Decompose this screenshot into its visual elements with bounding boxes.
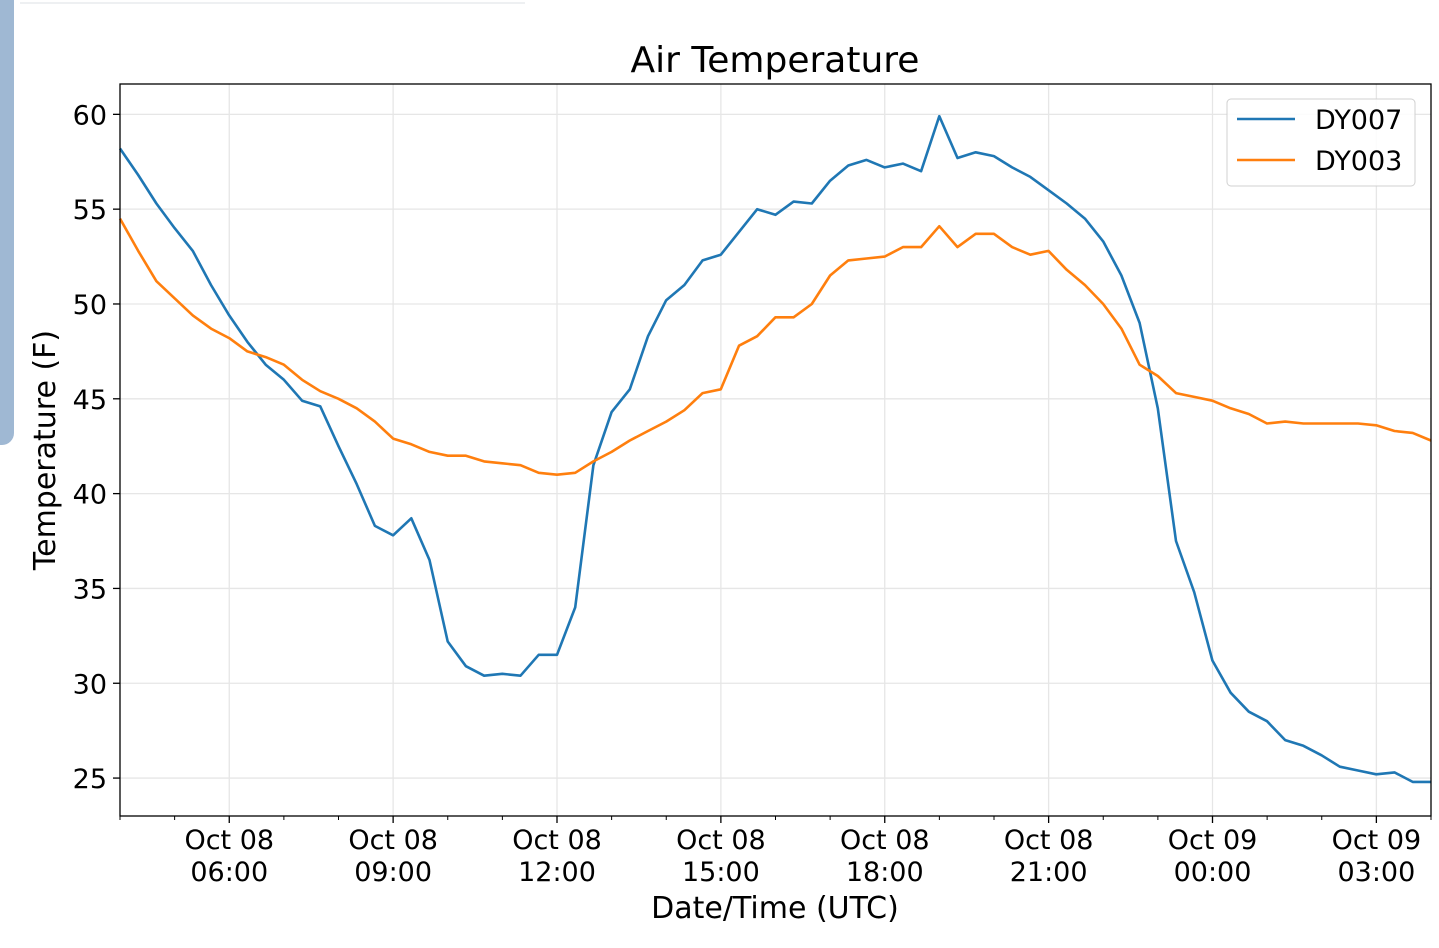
x-tick-label-time: 06:00 — [190, 857, 268, 888]
y-tick-label: 40 — [73, 480, 107, 511]
x-tick-label-date: Oct 08 — [348, 825, 438, 856]
x-tick-label-time: 12:00 — [518, 857, 596, 888]
y-tick-label: 35 — [73, 574, 107, 605]
legend-box — [1226, 98, 1416, 187]
x-axis-label: Date/Time (UTC) — [651, 891, 899, 926]
series-line-dy007 — [118, 114, 1431, 784]
chart-title: Air Temperature — [631, 40, 920, 81]
series-line-dy003 — [118, 217, 1432, 477]
x-tick-label-time: 21:00 — [1010, 857, 1088, 888]
x-tick-label-time: 09:00 — [354, 857, 432, 888]
x-tick-label-time: 03:00 — [1337, 857, 1415, 888]
x-tick-label-date: Oct 08 — [840, 825, 930, 856]
y-tick-label: 25 — [73, 764, 107, 795]
x-tick-label-time: 00:00 — [1174, 857, 1252, 888]
y-tick-label: 30 — [73, 669, 107, 700]
x-tick-label-date: Oct 09 — [1168, 825, 1258, 856]
legend-label-dy007: DY007 — [1315, 105, 1402, 136]
legend-label-dy003: DY003 — [1315, 146, 1402, 177]
grid — [120, 84, 1431, 816]
y-tick-label: 60 — [73, 100, 107, 131]
x-tick-label-date: Oct 09 — [1332, 825, 1422, 856]
y-axis-label: Temperature (F) — [28, 330, 63, 571]
x-tick-label-date: Oct 08 — [184, 825, 274, 856]
plot-frame — [119, 83, 1432, 817]
legend: DY007 DY003 — [1226, 98, 1416, 187]
x-tick-label-date: Oct 08 — [1004, 825, 1094, 856]
x-tick-label-date: Oct 08 — [676, 825, 766, 856]
top-divider — [20, 2, 525, 4]
side-panel-tab[interactable] — [0, 0, 14, 445]
y-tick-label: 50 — [73, 290, 107, 321]
x-tick-label-time: 18:00 — [846, 857, 924, 888]
x-tick-label-date: Oct 08 — [512, 825, 602, 856]
x-tick-label-time: 15:00 — [682, 857, 760, 888]
y-tick-label: 55 — [73, 195, 107, 226]
series-lines — [118, 114, 1432, 784]
y-tick-label: 45 — [73, 385, 107, 416]
